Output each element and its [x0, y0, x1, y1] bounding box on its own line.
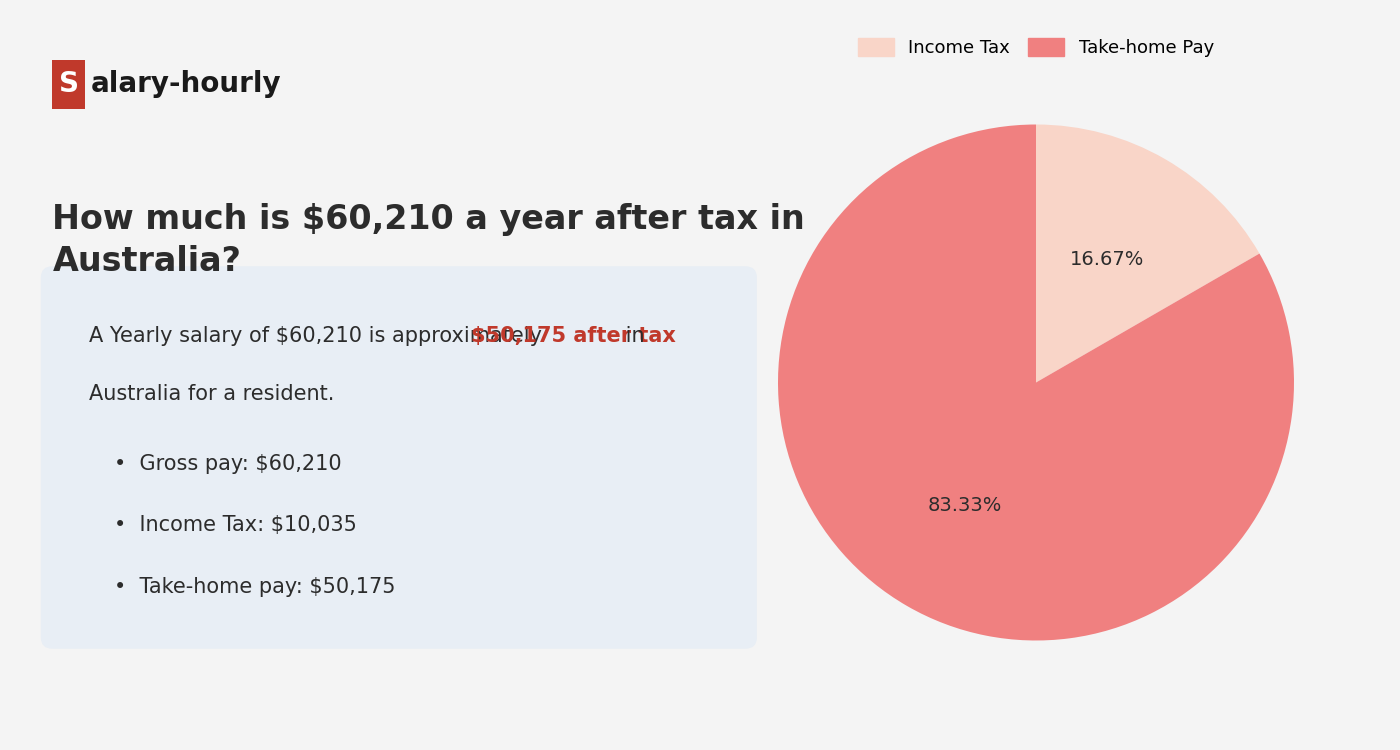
- Legend: Income Tax, Take-home Pay: Income Tax, Take-home Pay: [851, 30, 1221, 64]
- Text: Australia for a resident.: Australia for a resident.: [88, 384, 335, 404]
- Text: 16.67%: 16.67%: [1070, 250, 1144, 269]
- FancyBboxPatch shape: [41, 266, 757, 649]
- Text: $50,175 after tax: $50,175 after tax: [472, 326, 676, 346]
- Text: 83.33%: 83.33%: [928, 496, 1002, 515]
- Text: alary-hourly: alary-hourly: [91, 70, 281, 98]
- Wedge shape: [778, 124, 1294, 640]
- Wedge shape: [1036, 124, 1260, 382]
- Text: A Yearly salary of $60,210 is approximately: A Yearly salary of $60,210 is approximat…: [88, 326, 549, 346]
- Text: in: in: [619, 326, 645, 346]
- Text: How much is $60,210 a year after tax in
Australia?: How much is $60,210 a year after tax in …: [52, 202, 805, 278]
- FancyBboxPatch shape: [52, 60, 85, 109]
- Text: •  Gross pay: $60,210: • Gross pay: $60,210: [113, 454, 342, 474]
- Text: •  Take-home pay: $50,175: • Take-home pay: $50,175: [113, 577, 395, 597]
- Text: •  Income Tax: $10,035: • Income Tax: $10,035: [113, 515, 357, 535]
- Text: S: S: [59, 70, 78, 98]
